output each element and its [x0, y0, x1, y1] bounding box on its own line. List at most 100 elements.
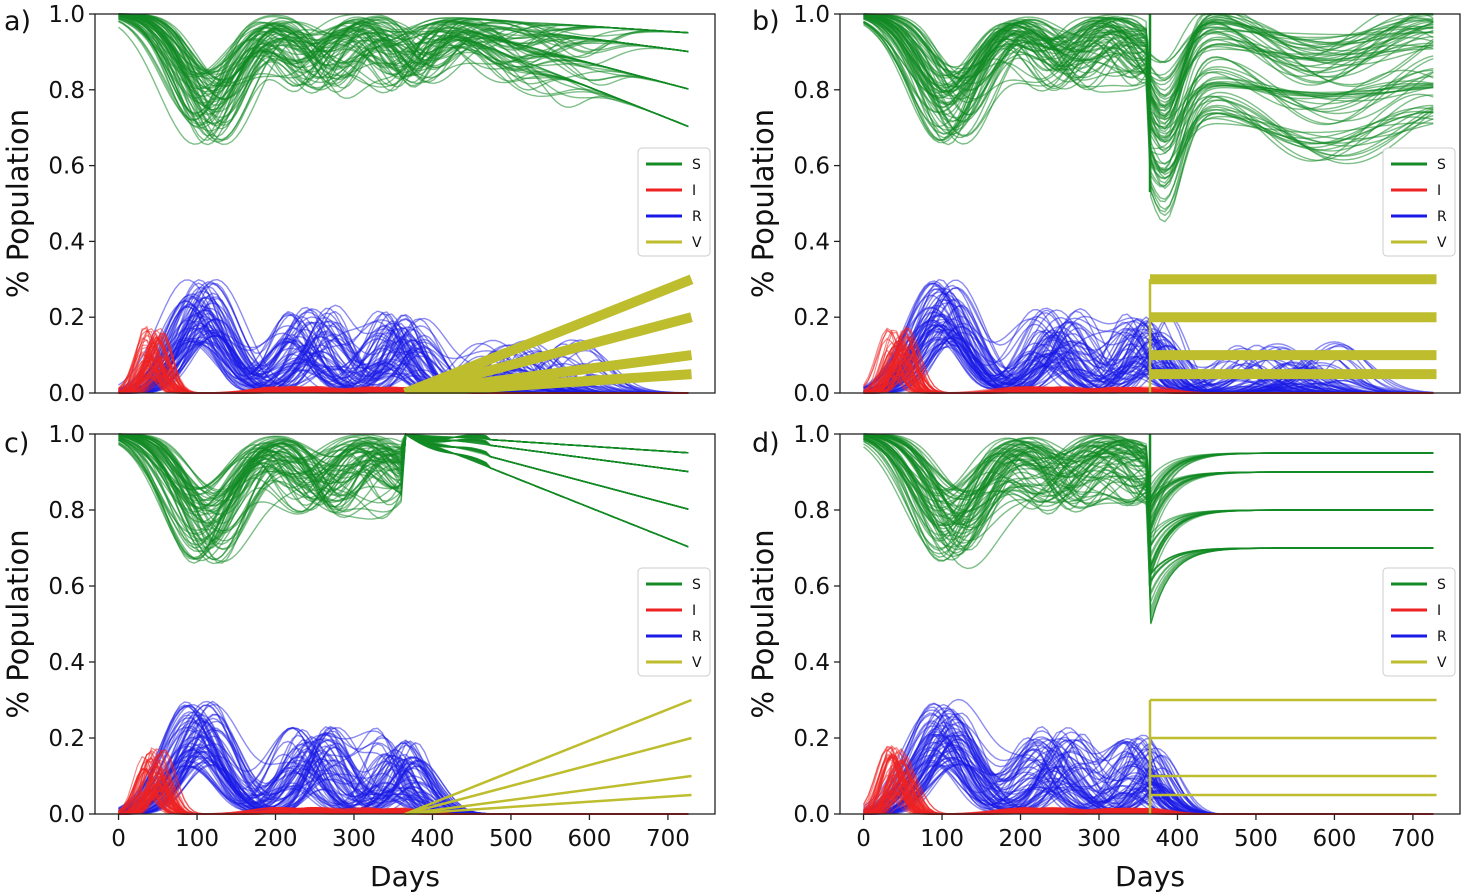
series-s-line — [863, 16, 1434, 213]
y-tick-label: 0.0 — [793, 381, 830, 407]
x-tick-label: 500 — [489, 826, 533, 852]
plot-area — [862, 13, 1437, 394]
x-tick-label: 200 — [999, 826, 1043, 852]
plot-area — [118, 433, 692, 815]
x-tick-label: 100 — [920, 826, 964, 852]
y-axis-label: % Population — [1, 529, 35, 718]
x-tick-label: 100 — [175, 826, 219, 852]
y-tick-label: 1.0 — [48, 2, 85, 28]
legend-label: R — [692, 629, 702, 645]
series-r-line — [863, 307, 1434, 394]
x-tick-label: 500 — [1234, 826, 1278, 852]
y-axis-label: % Population — [1, 109, 35, 298]
series-s — [863, 13, 1434, 223]
series-r-line — [118, 282, 689, 394]
y-tick-label: 1.0 — [793, 422, 830, 448]
series-s-line — [118, 14, 689, 90]
y-axis-label: % Population — [746, 109, 780, 298]
y-axis-label: % Population — [746, 529, 780, 718]
legend-box — [637, 147, 711, 257]
series-s — [118, 13, 689, 146]
y-tick-label: 0.4 — [48, 650, 85, 676]
x-axis-label: Days — [1115, 860, 1185, 893]
legend-label: R — [1437, 629, 1447, 645]
series-r-line — [863, 292, 1434, 394]
series-v — [1148, 698, 1437, 814]
x-tick-label: 600 — [567, 826, 611, 852]
x-tick-label: 700 — [1391, 826, 1435, 852]
legend-label: I — [1437, 183, 1441, 199]
series-v-line — [404, 369, 692, 394]
series-r-line — [863, 329, 1434, 394]
y-tick-label: 1.0 — [48, 422, 85, 448]
axes-frame — [839, 13, 1461, 394]
y-tick-label: 0.6 — [48, 154, 85, 180]
series-s — [863, 433, 1434, 625]
x-tick-label: 700 — [646, 826, 690, 852]
y-tick-label: 0.8 — [793, 498, 830, 524]
x-tick-label: 300 — [332, 826, 376, 852]
series-v-line — [404, 774, 692, 815]
x-tick-label: 0 — [111, 826, 126, 852]
panel-d: 0.0 0.2 0.4 0.6 0.8 1.0 0 100 200 300 400 500 600 700… — [746, 422, 1461, 893]
panel-label: d) — [752, 428, 780, 459]
series-s-line — [863, 439, 1434, 624]
series-s-line — [118, 13, 689, 141]
y-tick-label: 0.6 — [48, 574, 85, 600]
y-tick-label: 0.4 — [793, 229, 830, 255]
legend-label: S — [692, 577, 701, 593]
series-s-line — [118, 13, 689, 111]
legend-label: V — [1437, 655, 1447, 671]
axes-frame — [94, 433, 716, 815]
series-r — [863, 698, 1434, 815]
legend-label: I — [692, 603, 696, 619]
series-v-line — [403, 312, 693, 394]
plot-area — [118, 13, 694, 394]
y-tick-label: 0.4 — [793, 650, 830, 676]
x-tick-label: 400 — [1156, 826, 1200, 852]
series-s — [118, 433, 689, 565]
series-v — [404, 698, 692, 815]
panel-label: a) — [4, 6, 31, 37]
legend-label: V — [1437, 235, 1447, 251]
panel-label: c) — [4, 428, 29, 459]
series-r — [863, 278, 1434, 394]
series-r-line — [118, 309, 689, 394]
series-s-line — [118, 433, 689, 496]
x-tick-label: 0 — [856, 826, 871, 852]
x-tick-label: 200 — [254, 826, 298, 852]
series-s-line — [118, 17, 689, 90]
y-tick-label: 0.4 — [48, 229, 85, 255]
legend-box — [1382, 567, 1456, 677]
x-tick-label: 300 — [1077, 826, 1121, 852]
legend-label: S — [692, 157, 701, 173]
y-tick-label: 0.2 — [48, 305, 85, 331]
x-tick-label: 600 — [1312, 826, 1356, 852]
series-v-line — [404, 698, 692, 815]
y-tick-label: 0.8 — [793, 78, 830, 104]
series-r-line — [863, 307, 1434, 394]
legend-box — [1382, 147, 1456, 257]
y-tick-label: 0.6 — [793, 574, 830, 600]
y-tick-label: 0.2 — [793, 305, 830, 331]
series-r — [118, 700, 689, 815]
series-s-line — [863, 433, 1434, 567]
x-tick-label: 400 — [411, 826, 455, 852]
y-tick-label: 1.0 — [793, 2, 830, 28]
y-tick-label: 0.2 — [48, 726, 85, 752]
legend-label: I — [1437, 603, 1441, 619]
series-v — [403, 274, 694, 394]
legend-label: V — [692, 655, 702, 671]
series-r — [118, 278, 689, 394]
series-s-line — [863, 15, 1434, 145]
x-axis-label: Days — [370, 860, 440, 893]
legend-label: S — [1437, 577, 1446, 593]
y-tick-label: 0.0 — [48, 802, 85, 828]
